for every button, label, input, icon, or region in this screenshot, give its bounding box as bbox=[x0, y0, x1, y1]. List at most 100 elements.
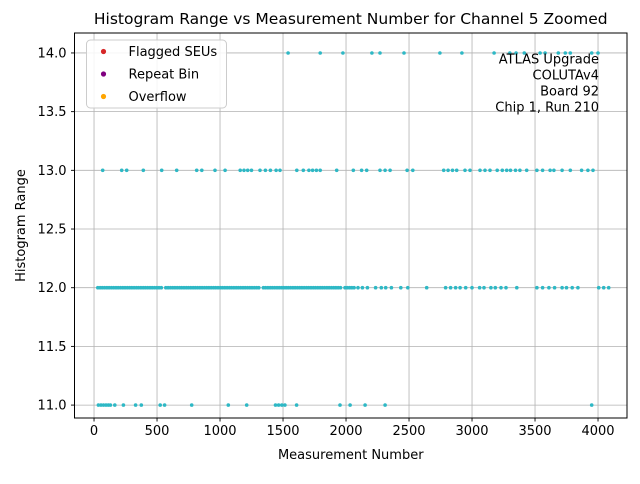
x-tick-label: 1500 bbox=[266, 424, 299, 439]
plot-border bbox=[74, 32, 628, 419]
data-point bbox=[552, 285, 557, 290]
data-point bbox=[522, 51, 527, 55]
x-tick-label: 3000 bbox=[455, 424, 488, 439]
data-point bbox=[411, 168, 415, 173]
data-point bbox=[508, 168, 513, 173]
data-point bbox=[538, 51, 542, 55]
data-point bbox=[589, 403, 594, 407]
data-point bbox=[570, 285, 574, 290]
legend-marker-flagged-seus bbox=[100, 48, 107, 55]
annotation-line: Chip 1, Run 210 bbox=[495, 101, 599, 116]
data-point bbox=[100, 168, 105, 173]
data-point bbox=[402, 51, 406, 55]
x-tick-label: 2000 bbox=[329, 424, 362, 439]
data-point bbox=[388, 168, 392, 173]
annotation-line: COLUTAv4 bbox=[533, 69, 599, 84]
data-point bbox=[189, 403, 194, 407]
data-point bbox=[576, 285, 580, 290]
data-point bbox=[257, 285, 261, 290]
data-point bbox=[548, 168, 552, 173]
data-point bbox=[463, 285, 468, 290]
data-point bbox=[283, 403, 287, 407]
data-point bbox=[477, 285, 482, 290]
data-point bbox=[556, 51, 561, 55]
data-point bbox=[492, 51, 496, 55]
data-point bbox=[334, 168, 339, 173]
data-point bbox=[226, 403, 231, 407]
data-point bbox=[276, 403, 281, 407]
data-point bbox=[405, 168, 409, 173]
data-point bbox=[341, 51, 345, 55]
data-point bbox=[141, 168, 146, 173]
y-tick-label: 14.0 bbox=[38, 46, 67, 61]
data-point bbox=[489, 285, 493, 290]
data-point bbox=[101, 403, 106, 407]
data-point bbox=[424, 285, 429, 290]
data-point bbox=[119, 168, 124, 173]
data-point bbox=[280, 403, 284, 407]
data-point bbox=[278, 168, 282, 173]
data-point bbox=[518, 168, 522, 173]
data-point bbox=[245, 168, 250, 173]
data-point bbox=[406, 285, 410, 290]
legend-marker-overflow bbox=[100, 93, 107, 100]
data-point bbox=[373, 285, 378, 290]
data-point bbox=[514, 51, 518, 55]
data-point bbox=[286, 51, 290, 55]
data-point bbox=[483, 168, 487, 173]
legend-label: Flagged SEUs bbox=[129, 45, 218, 60]
data-point bbox=[159, 168, 164, 173]
data-point bbox=[499, 285, 503, 290]
data-point bbox=[443, 285, 448, 290]
data-point bbox=[468, 168, 472, 173]
data-point bbox=[389, 285, 394, 290]
data-point bbox=[438, 51, 442, 55]
data-point bbox=[139, 403, 144, 407]
data-point bbox=[441, 168, 446, 173]
legend-label: Repeat Bin bbox=[129, 68, 200, 83]
data-point bbox=[488, 168, 492, 173]
data-point bbox=[458, 285, 462, 290]
legend-marker-repeat-bin bbox=[100, 71, 107, 77]
data-point bbox=[450, 168, 455, 173]
data-point bbox=[383, 285, 388, 290]
data-point bbox=[263, 168, 268, 173]
y-tick-label: 11.5 bbox=[38, 340, 67, 355]
data-point bbox=[359, 168, 364, 173]
data-point bbox=[568, 168, 573, 173]
data-point bbox=[370, 51, 374, 55]
data-point bbox=[378, 168, 382, 173]
data-point bbox=[535, 285, 539, 290]
data-point bbox=[383, 403, 387, 407]
y-tick-label: 11.0 bbox=[38, 399, 67, 414]
data-point bbox=[338, 285, 343, 290]
data-point bbox=[482, 285, 486, 290]
x-tick-label: 0 bbox=[90, 424, 98, 439]
data-point bbox=[238, 168, 242, 173]
data-point bbox=[363, 403, 367, 407]
data-point bbox=[591, 168, 595, 173]
x-tick-label: 4000 bbox=[581, 424, 614, 439]
data-point bbox=[547, 285, 551, 290]
data-point bbox=[596, 51, 600, 55]
data-point bbox=[356, 285, 360, 290]
data-point bbox=[352, 285, 356, 290]
x-tick-label: 1000 bbox=[203, 424, 236, 439]
data-point bbox=[535, 168, 539, 173]
data-point bbox=[500, 168, 505, 173]
data-point bbox=[560, 168, 564, 173]
data-point bbox=[495, 168, 500, 173]
data-point bbox=[379, 285, 384, 290]
data-point bbox=[460, 51, 464, 55]
data-point bbox=[446, 168, 450, 173]
data-point bbox=[294, 403, 299, 407]
data-point bbox=[360, 285, 365, 290]
data-point bbox=[586, 168, 590, 173]
data-point bbox=[579, 168, 584, 173]
data-point bbox=[560, 285, 564, 290]
data-point bbox=[273, 403, 278, 407]
data-point bbox=[606, 285, 611, 290]
y-tick-label: 12.0 bbox=[38, 281, 67, 296]
data-point bbox=[121, 403, 126, 407]
